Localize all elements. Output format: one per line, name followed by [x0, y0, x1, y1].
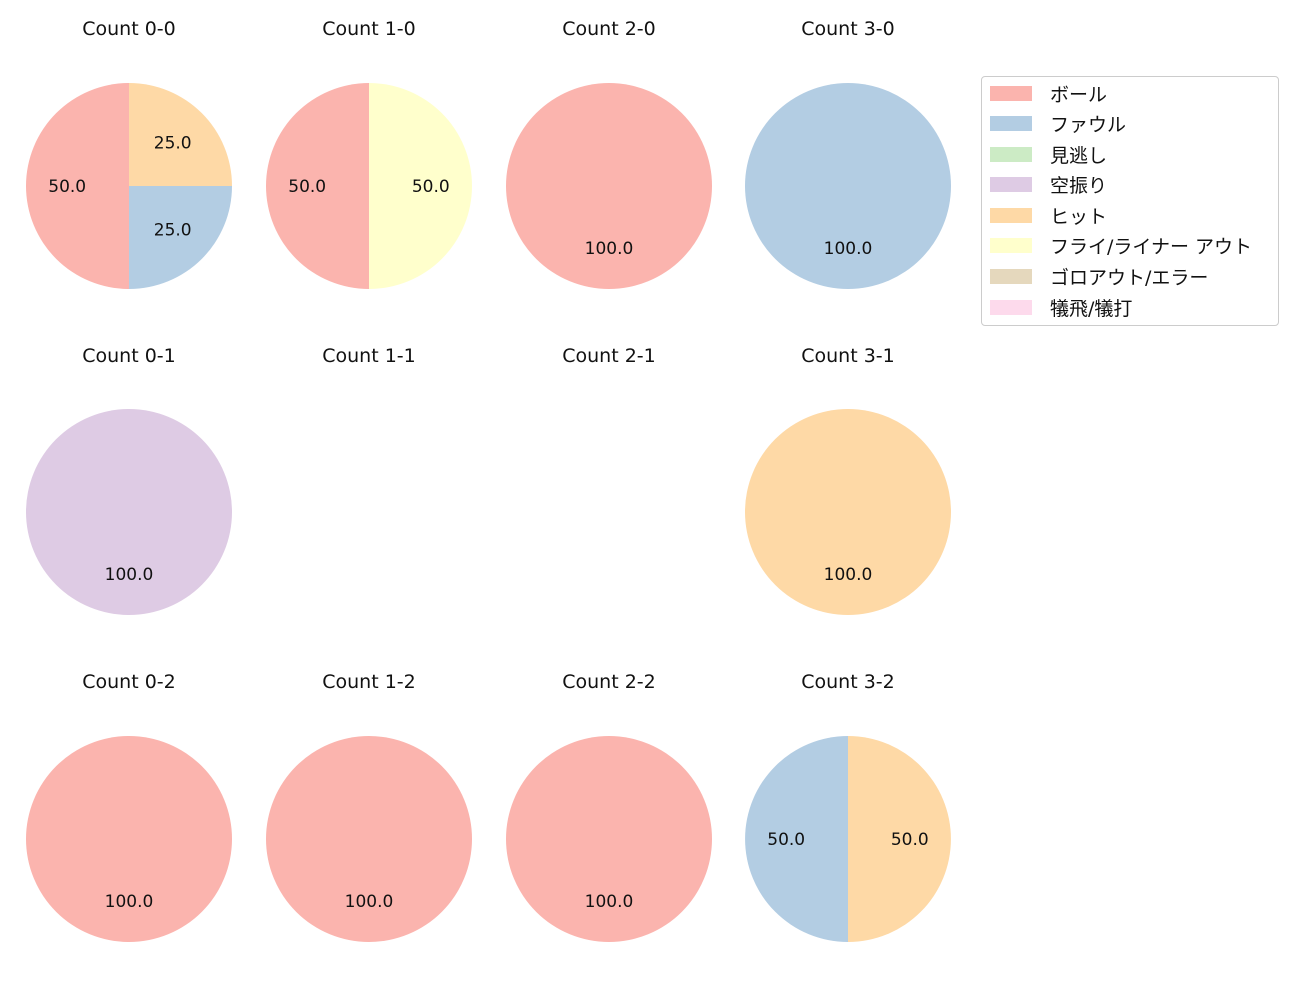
pie-slice-count-0-0-hit — [129, 83, 232, 186]
pie-label-count-3-2-hit: 50.0 — [891, 830, 929, 850]
pie-slice-count-0-0-ball — [26, 83, 129, 289]
legend-item-fly-liner-out: フライ/ライナー アウト — [990, 234, 1253, 258]
legend-swatch-sacrifice — [990, 299, 1032, 315]
pie-slice-count-2-2-ball — [506, 736, 712, 942]
legend-swatch-fly-liner-out — [990, 237, 1032, 253]
pie-title-count-1-1: Count 1-1 — [322, 345, 416, 367]
pie-label-count-1-0-fly-liner-out: 50.0 — [412, 177, 450, 197]
legend-item-swinging-strike: 空振り — [990, 173, 1108, 197]
legend-item-hit: ヒット — [990, 204, 1108, 228]
pie-slice-count-0-2-ball — [26, 736, 232, 942]
pie-label-count-3-0-foul: 100.0 — [824, 239, 873, 259]
pie-label-count-3-1-hit: 100.0 — [824, 565, 873, 585]
pie-label-count-0-2-ball: 100.0 — [105, 892, 154, 912]
pie-title-count-3-0: Count 3-0 — [801, 18, 895, 40]
legend-swatch-ground-out-error — [990, 268, 1032, 284]
legend-swatch-ball — [990, 85, 1032, 101]
legend-item-ground-out-error: ゴロアウト/エラー — [990, 265, 1209, 289]
pie-label-count-0-0-foul: 25.0 — [154, 221, 192, 241]
pie-chart-grid: Count 0-0 50.0 25.0 25.0 Count 1-0 50.0 50.0 Co… — [26, 18, 951, 942]
legend-label-sacrifice: 犠飛/犠打 — [1050, 297, 1133, 320]
legend-label-foul: ファウル — [1050, 113, 1127, 136]
legend: ボール ファウル 見逃し 空振り ヒット フライ/ライナー アウト ゴロアウト/… — [981, 76, 1279, 326]
legend-item-ball: ボール — [990, 82, 1108, 106]
legend-label-fly-liner-out: フライ/ライナー アウト — [1050, 235, 1253, 258]
pie-label-count-2-0-ball: 100.0 — [585, 239, 634, 259]
pie-slice-count-0-1-swinging-strike — [26, 409, 232, 615]
legend-label-hit: ヒット — [1050, 205, 1108, 228]
pie-slice-count-0-0-foul — [129, 186, 232, 289]
legend-item-sacrifice: 犠飛/犠打 — [990, 296, 1133, 320]
pie-slice-count-3-0-foul — [745, 83, 951, 289]
legend-swatch-swinging-strike — [990, 176, 1032, 192]
pie-slice-count-1-0-ball — [266, 83, 369, 289]
pie-label-count-1-0-ball: 50.0 — [288, 177, 326, 197]
legend-item-foul: ファウル — [990, 112, 1127, 136]
legend-item-called-strike: 見逃し — [990, 143, 1108, 167]
legend-label-ground-out-error: ゴロアウト/エラー — [1050, 266, 1209, 289]
pie-title-count-3-2: Count 3-2 — [801, 671, 895, 693]
pie-label-count-0-0-ball: 50.0 — [48, 177, 86, 197]
pie-title-count-3-1: Count 3-1 — [801, 345, 895, 367]
pie-slice-count-3-2-hit — [848, 736, 951, 942]
pie-label-count-1-2-ball: 100.0 — [345, 892, 394, 912]
pie-title-count-0-0: Count 0-0 — [82, 18, 176, 40]
pie-slice-count-3-1-hit — [745, 409, 951, 615]
pie-title-count-2-1: Count 2-1 — [562, 345, 656, 367]
pie-label-count-0-0-hit: 25.0 — [154, 133, 192, 153]
legend-swatch-called-strike — [990, 146, 1032, 162]
pie-label-count-0-1-swinging-strike: 100.0 — [105, 565, 154, 585]
pie-label-count-3-2-foul: 50.0 — [767, 830, 805, 850]
pie-slice-count-3-2-foul — [745, 736, 848, 942]
pie-slice-count-1-2-ball — [266, 736, 472, 942]
pie-slice-count-2-0-ball — [506, 83, 712, 289]
legend-swatch-foul — [990, 115, 1032, 131]
legend-label-called-strike: 見逃し — [1050, 144, 1108, 167]
pie-title-count-1-0: Count 1-0 — [322, 18, 416, 40]
pie-title-count-0-2: Count 0-2 — [82, 671, 176, 693]
legend-swatch-hit — [990, 207, 1032, 223]
legend-label-swinging-strike: 空振り — [1050, 174, 1108, 197]
pie-title-count-2-2: Count 2-2 — [562, 671, 656, 693]
legend-label-ball: ボール — [1050, 83, 1108, 106]
pie-slice-count-1-0-fly-liner-out — [369, 83, 472, 289]
pie-title-count-1-2: Count 1-2 — [322, 671, 416, 693]
pie-label-count-2-2-ball: 100.0 — [585, 892, 634, 912]
pie-title-count-2-0: Count 2-0 — [562, 18, 656, 40]
pie-title-count-0-1: Count 0-1 — [82, 345, 176, 367]
